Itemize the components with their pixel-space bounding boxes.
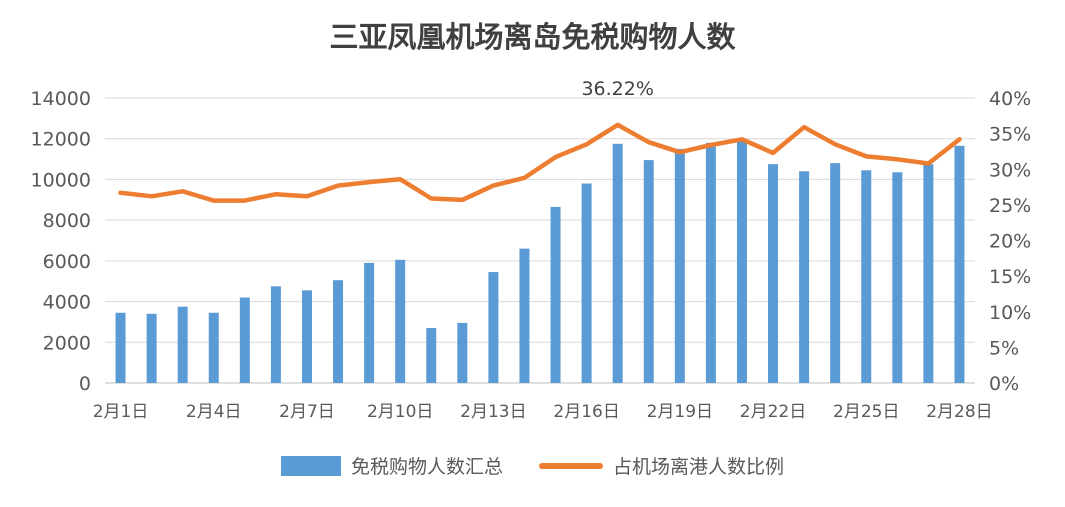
right-axis-tick-label: 30% [989,159,1031,181]
right-axis-tick-label: 35% [989,124,1031,146]
line-series [118,122,962,203]
legend-swatch-line [539,462,603,469]
bar [705,142,716,383]
right-axis-tick-label: 10% [989,302,1031,324]
right-axis-ticks: 0% 5% 10% 15% 20% 25% 30% 35% 40% [989,88,1031,395]
x-axis-tick-label: 2月19日 [647,402,713,422]
legend-item-line: 占机场离港人数比例 [539,452,784,479]
series-line [118,122,962,203]
legend-label-line: 占机场离港人数比例 [613,456,785,478]
bar [488,272,499,383]
x-axis-tick-label: 2月28日 [926,402,992,422]
right-axis-tick-label: 5% [989,337,1019,359]
gridlines [105,97,975,384]
legend-swatch-bar [280,455,341,476]
bar [643,160,654,383]
legend-label-bar: 免税购物人数汇总 [350,456,503,478]
bar [799,171,810,383]
bar [550,206,561,383]
x-axis-tick-label: 2月1日 [93,402,149,422]
x-axis-tick-label: 2月16日 [553,402,619,422]
bar [177,306,188,383]
legend-item-bar: 免税购物人数汇总 [280,452,503,479]
bar [270,286,281,383]
x-axis-tick-label: 2月4日 [186,402,242,422]
bar [612,143,623,383]
bar [146,313,157,383]
bar-series [115,140,965,383]
x-axis-ticks: 2月1日 2月4日 2月7日 2月10日 2月13日 2月16日 2月19日 2月22日 2月2… [93,402,993,422]
bar [519,248,530,383]
right-axis-tick-label: 15% [989,266,1031,288]
right-axis-tick-label: 20% [989,231,1031,253]
left-axis-tick-label: 0 [79,373,91,395]
left-axis-ticks: 0 2000 4000 6000 8000 10000 12000 14000 [31,88,91,395]
bar [426,328,437,383]
chart-title: 三亚凤凰机场离岛免税购物人数 [329,20,736,54]
x-axis-tick-label: 2月22日 [740,402,806,422]
x-axis-tick-label: 2月13日 [460,402,526,422]
bar [364,262,375,383]
left-axis-tick-label: 10000 [31,169,91,191]
left-axis-tick-label: 6000 [43,251,91,273]
bar [457,322,468,383]
bar [674,148,685,383]
right-axis-tick-label: 40% [989,88,1031,110]
bar [395,259,406,383]
bar [581,183,592,383]
left-axis-tick-label: 14000 [31,88,91,110]
annotations: 36.22% [581,78,653,100]
bar [301,290,312,383]
x-axis-tick-label: 2月10日 [367,402,433,422]
left-axis-tick-label: 12000 [31,129,91,151]
right-axis-tick-label: 25% [989,195,1031,217]
legend: 免税购物人数汇总 占机场离港人数比例 [0,452,1065,479]
left-axis-tick-label: 4000 [43,292,91,314]
bar [208,312,219,383]
left-axis-tick-label: 8000 [43,210,91,232]
bar [892,172,903,383]
bar [768,164,779,383]
bar [861,170,872,383]
bar [333,280,344,383]
right-axis-tick-label: 0% [989,373,1019,395]
x-axis-tick-label: 2月7日 [279,402,335,422]
bar [923,164,934,383]
bar [954,145,965,383]
x-axis-tick-label: 2月25日 [833,402,899,422]
data-label: 36.22% [581,78,653,100]
left-axis-tick-label: 2000 [43,332,91,354]
bar [239,297,250,383]
bar [115,312,126,383]
bar [830,163,841,383]
bar [736,140,747,383]
